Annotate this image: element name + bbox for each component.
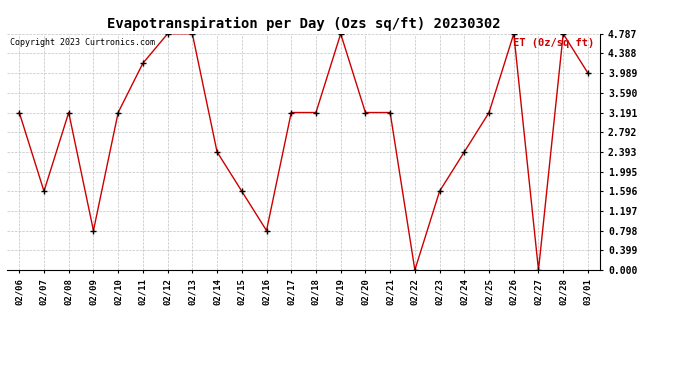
Title: Evapotranspiration per Day (Ozs sq/ft) 20230302: Evapotranspiration per Day (Ozs sq/ft) 2…	[107, 17, 500, 31]
Text: ET (0z/sq ft): ET (0z/sq ft)	[513, 39, 594, 48]
Text: Copyright 2023 Curtronics.com: Copyright 2023 Curtronics.com	[10, 39, 155, 48]
